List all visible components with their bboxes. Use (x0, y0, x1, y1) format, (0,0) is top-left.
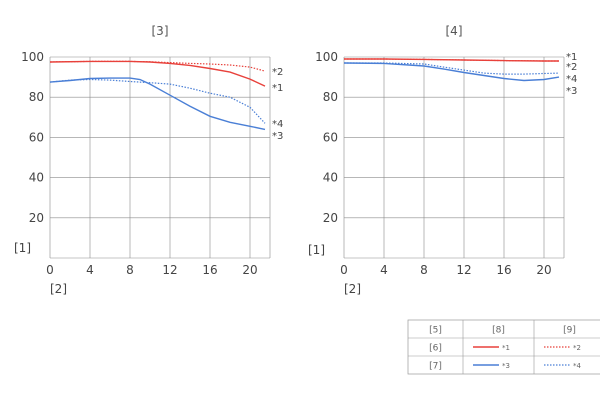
chart-left-y-tick-20: 20 (29, 211, 44, 225)
chart-left: [3] 20 40 60 80 100 0 4 8 12 16 20 [1] [2] *1 *2 *3… (14, 24, 283, 296)
chart-right-x-tick-4: 4 (380, 263, 388, 277)
legend-solid-label-0: *1 (502, 344, 510, 352)
chart-right-y-axis-label: [1] (308, 243, 325, 257)
legend-row-label-1: [7] (429, 362, 442, 372)
chart-left-x-tick-16: 16 (202, 263, 217, 277)
legend-dotted-label-0: *2 (573, 344, 581, 352)
chart-right-y-tick-100: 100 (315, 50, 338, 64)
chart-left-series-4 (49, 78, 266, 124)
chart-right-end-label-4: *4 (566, 74, 577, 85)
chart-right-y-ticks: 20 40 60 80 100 (315, 50, 338, 225)
chart-left-end-label-3: *3 (272, 131, 283, 142)
chart-left-series-2 (49, 60, 266, 72)
chart-left-x-tick-12: 12 (162, 263, 177, 277)
chart-left-grid (49, 56, 271, 259)
chart-left-x-tick-20: 20 (242, 263, 257, 277)
chart-right-series-3 (343, 62, 560, 82)
chart-left-x-tick-0: 0 (46, 263, 54, 277)
legend-header-0: [5] (429, 326, 442, 336)
chart-right-x-tick-16: 16 (496, 263, 511, 277)
chart-left-x-tick-8: 8 (126, 263, 134, 277)
chart-right: [4] 20 40 60 80 100 0 4 8 12 16 20 [1] [2] *1*2 *3… (308, 24, 577, 296)
chart-left-y-tick-60: 60 (29, 130, 44, 144)
chart-right-y-tick-20: 20 (323, 211, 338, 225)
legend-border (407, 319, 600, 375)
chart-left-y-ticks: 20 40 60 80 100 (21, 50, 44, 225)
chart-left-end-labels: *1 *2 *3*4 (272, 67, 283, 142)
chart-right-y-tick-60: 60 (323, 130, 338, 144)
chart-left-y-axis-label: [1] (14, 241, 31, 255)
chart-right-series-2 (344, 58, 559, 62)
chart-right-x-ticks: 0 4 8 12 16 20 (340, 263, 551, 277)
chart-right-end-label-1: *1 (566, 52, 577, 63)
chart-right-x-tick-20: 20 (536, 263, 551, 277)
chart-right-end-label-2: *2 (566, 62, 577, 73)
chart-left-end-label-4: *4 (272, 119, 283, 130)
chart-left-series-1 (49, 60, 266, 87)
chart-left-series-3 (49, 77, 266, 131)
chart-left-end-label-2: *2 (272, 67, 283, 78)
chart-right-x-axis-label: [2] (344, 282, 361, 296)
chart-right-series-4 (344, 62, 560, 75)
chart-left-series (49, 60, 266, 131)
chart-right-series-1 (344, 58, 559, 62)
legend-header-2: [9] (563, 326, 576, 336)
chart-right-x-tick-8: 8 (420, 263, 428, 277)
chart-left-title: [3] (152, 24, 169, 38)
chart-left-y-tick-40: 40 (29, 171, 44, 185)
legend-dotted-label-1: *4 (573, 362, 582, 370)
chart-right-y-tick-40: 40 (323, 171, 338, 185)
chart-left-x-ticks: 0 4 8 12 16 20 (46, 263, 257, 277)
chart-right-title: [4] (446, 24, 463, 38)
legend-row-label-0: [6] (429, 344, 442, 354)
chart-right-x-tick-12: 12 (456, 263, 471, 277)
chart-right-x-tick-0: 0 (340, 263, 348, 277)
chart-left-x-axis-label: [2] (50, 282, 67, 296)
chart-left-y-tick-80: 80 (29, 90, 44, 104)
chart-left-y-tick-100: 100 (21, 50, 44, 64)
chart-left-end-label-1: *1 (272, 83, 283, 94)
chart-right-y-tick-80: 80 (323, 90, 338, 104)
chart-right-grid (343, 56, 565, 259)
chart-right-series (343, 58, 560, 82)
legend-table: [5] [8] [9] [6] *1 *2 [7] *3 *4 (407, 319, 600, 375)
legend-header-1: [8] (492, 326, 505, 336)
chart-right-end-label-3: *3 (566, 86, 577, 97)
legend-solid-label-1: *3 (502, 362, 510, 370)
chart-right-end-labels: *1*2 *3*4 (566, 52, 577, 97)
chart-left-x-tick-4: 4 (86, 263, 94, 277)
